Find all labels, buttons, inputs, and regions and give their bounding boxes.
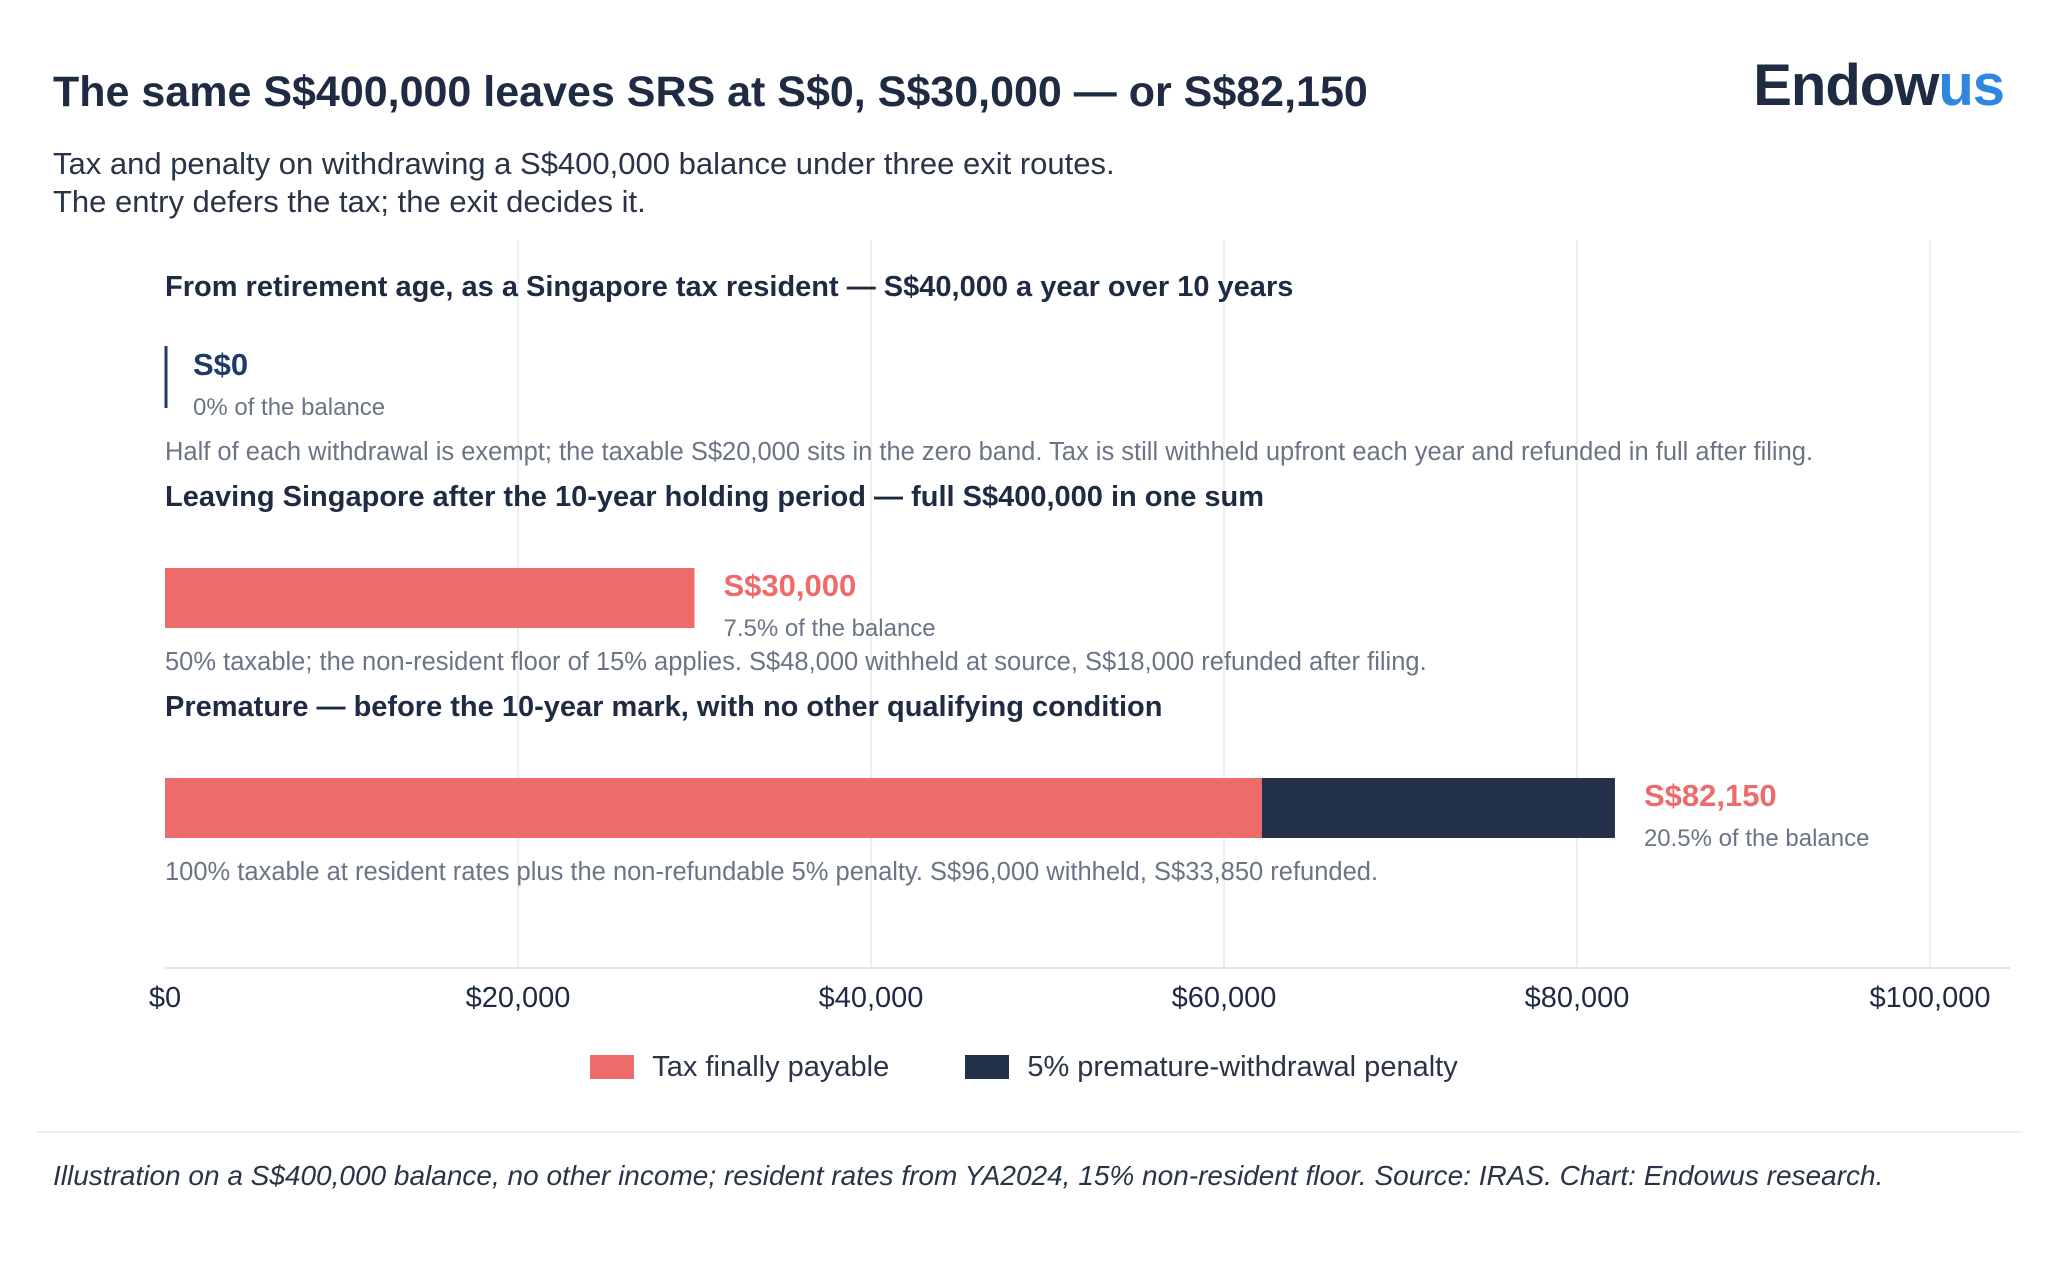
value-label: S$30,000	[724, 568, 857, 603]
legend-item-tax: Tax finally payable	[590, 1051, 889, 1084]
x-tick-label: $100,000	[1870, 982, 1991, 1014]
chart-legend: Tax finally payable 5% premature-withdra…	[0, 1050, 2048, 1084]
logo-main-text: Endow	[1753, 53, 1939, 118]
x-tick-label: $60,000	[1172, 982, 1277, 1014]
bar-penalty	[1261, 778, 1615, 838]
scenario-heading: From retirement age, as a Singapore tax …	[165, 271, 1293, 303]
footnote: Illustration on a S$400,000 balance, no …	[53, 1160, 1884, 1191]
bar-tax	[165, 568, 695, 628]
scenario-heading: Leaving Singapore after the 10-year hold…	[165, 481, 1264, 513]
scenario-note: 100% taxable at resident rates plus the …	[165, 858, 1378, 886]
scenario-heading: Premature — before the 10-year mark, wit…	[165, 691, 1162, 723]
share-label: 20.5% of the balance	[1644, 825, 1870, 852]
subtitle-line-1: Tax and penalty on withdrawing a S$400,0…	[53, 146, 1115, 181]
scenario-note: 50% taxable; the non-resident floor of 1…	[165, 648, 1427, 676]
footer-divider	[37, 1131, 2023, 1133]
share-label: 0% of the balance	[193, 394, 385, 421]
bar-chart: $0 $20,000 $40,000 $60,000 $80,000 $100,000 Fr…	[149, 240, 2010, 1014]
logo-accent-text: us	[1938, 53, 2005, 118]
subtitle-line-2: The entry defers the tax; the exit decid…	[53, 184, 646, 219]
chart-title: The same S$400,000 leaves SRS at S$0, S$…	[53, 68, 1368, 116]
x-tick-label: $0	[149, 982, 181, 1014]
legend-swatch-penalty	[965, 1054, 1010, 1079]
legend-swatch-tax	[590, 1054, 635, 1079]
legend-label-penalty: 5% premature-withdrawal penalty	[1027, 1050, 1458, 1083]
bar-tax	[165, 778, 1262, 838]
value-label: S$0	[193, 347, 248, 382]
chart-subtitle: Tax and penalty on withdrawing a S$400,0…	[53, 145, 1115, 221]
legend-item-penalty: 5% premature-withdrawal penalty	[965, 1050, 1458, 1084]
legend-label-tax: Tax finally payable	[652, 1050, 890, 1083]
endowus-logo: Endowus	[1753, 52, 2005, 119]
x-tick-label: $80,000	[1525, 982, 1630, 1014]
share-label: 7.5% of the balance	[724, 615, 936, 642]
x-tick-label: $20,000	[466, 982, 571, 1014]
x-tick-label: $40,000	[819, 982, 924, 1014]
value-label: S$82,150	[1644, 778, 1777, 813]
scenario-note: Half of each withdrawal is exempt; the t…	[165, 438, 1813, 466]
